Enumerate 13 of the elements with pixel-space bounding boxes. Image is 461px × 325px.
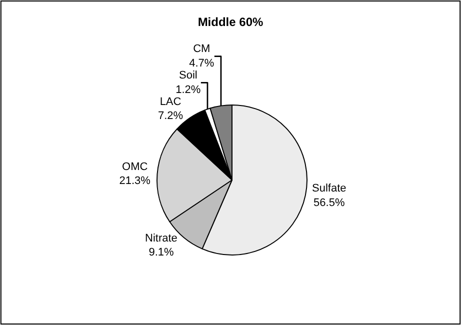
slice-label: Sulfate — [312, 182, 346, 195]
data-label: 56.5% — [314, 196, 345, 209]
data-label: 4.7% — [189, 58, 214, 70]
data-label: 21.3% — [119, 175, 151, 188]
slice-label: Nitrate — [145, 232, 178, 244]
data-label: 9.1% — [148, 246, 174, 259]
data-label: 7.2% — [158, 110, 184, 122]
data-label: 1.2% — [176, 84, 201, 96]
slice-label: Soil — [178, 70, 198, 82]
slice-label: OMC — [122, 160, 148, 173]
slice-label: CM — [193, 43, 210, 56]
slice-label: LAC — [160, 96, 182, 108]
chart-title: Middle 60% — [198, 15, 264, 30]
